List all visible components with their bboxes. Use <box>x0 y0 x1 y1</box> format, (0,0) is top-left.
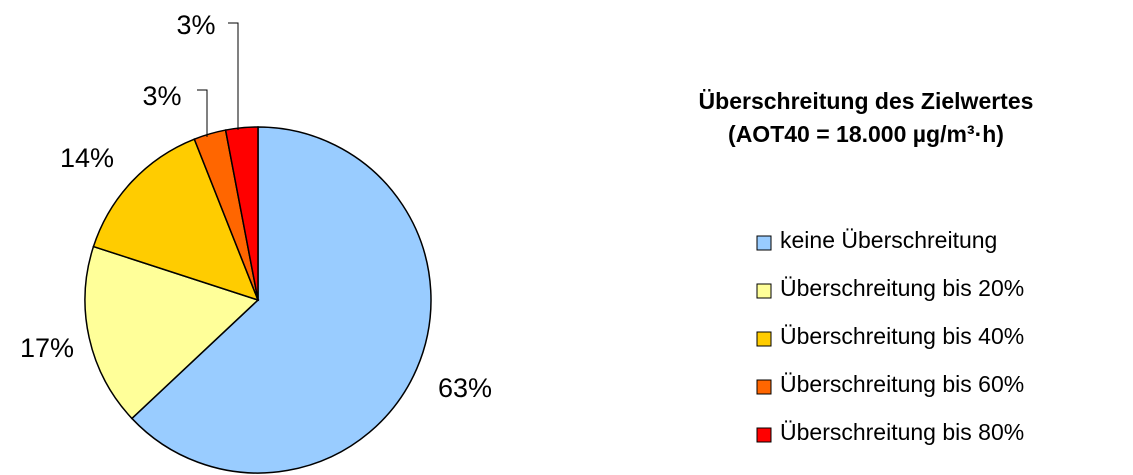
data-label: 17% <box>20 333 74 363</box>
legend-label: keine Überschreitung <box>780 227 997 253</box>
leader-line <box>197 89 208 137</box>
legend-label: Überschreitung bis 60% <box>780 371 1024 397</box>
pie-slice <box>130 126 432 474</box>
legend-swatch <box>756 379 772 395</box>
pie-slice <box>92 138 260 302</box>
legend-label: Überschreitung bis 80% <box>780 419 1024 445</box>
chart-title: Überschreitung des Zielwertes <box>699 88 1034 114</box>
chart-subtitle: (AOT40 = 18.000 µg/m³·h) <box>728 121 1004 147</box>
data-label: 63% <box>438 373 492 403</box>
leader-line <box>228 22 239 130</box>
legend-swatch <box>756 235 772 251</box>
data-label: 3% <box>142 81 181 111</box>
legend-label: Überschreitung bis 40% <box>780 323 1024 349</box>
pie-slice <box>224 126 259 301</box>
legend-swatch <box>756 427 772 443</box>
legend-swatch <box>756 331 772 347</box>
pie-slice <box>84 245 260 420</box>
data-label: 14% <box>60 143 114 173</box>
legend-swatch <box>756 283 772 299</box>
legend-label: Überschreitung bis 20% <box>780 275 1024 301</box>
data-label: 3% <box>176 10 215 40</box>
